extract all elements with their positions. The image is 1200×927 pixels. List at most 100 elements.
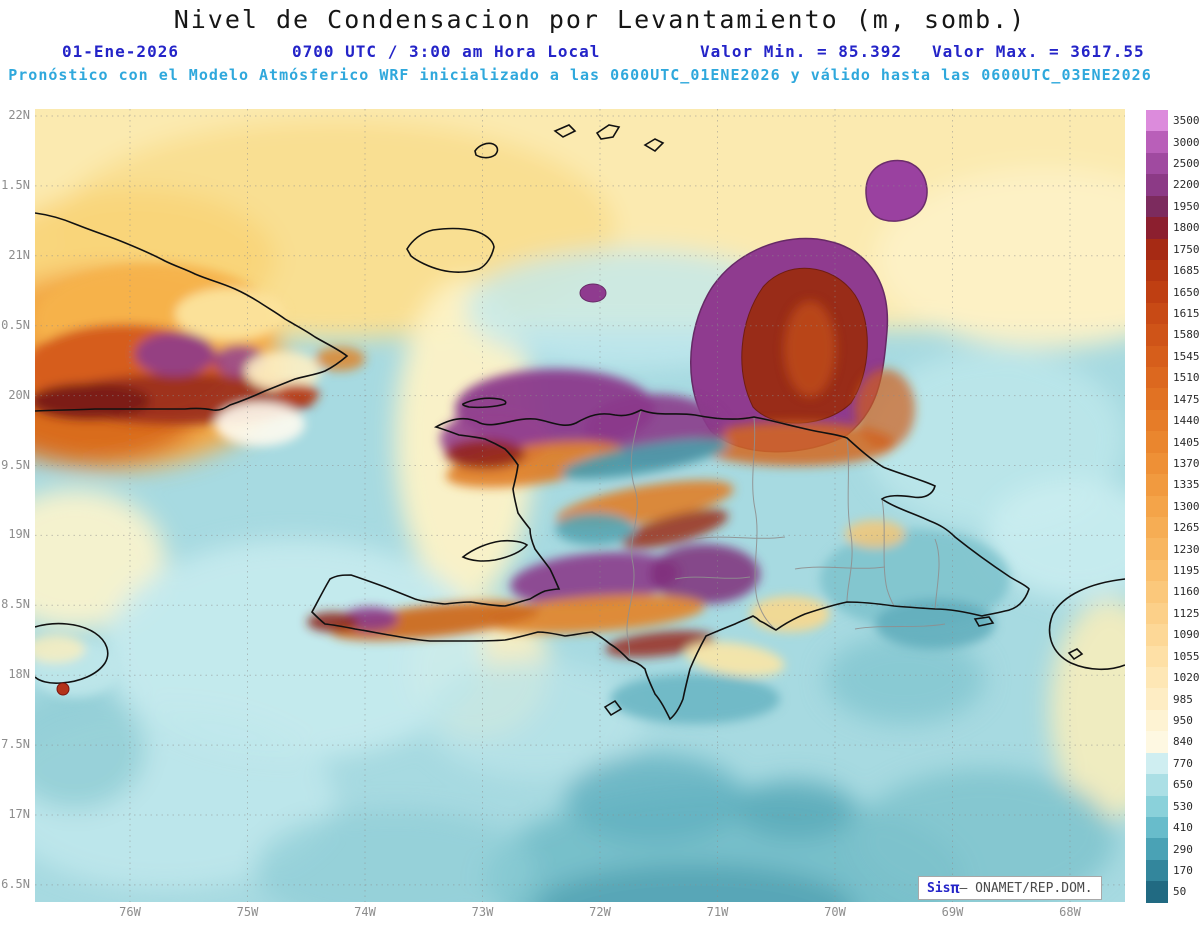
- y-axis-label: 9.5N: [1, 457, 30, 472]
- colorbar-swatch: [1146, 645, 1168, 667]
- purple-spot-small: [579, 283, 607, 303]
- colorbar-row: 1195: [1146, 559, 1200, 582]
- admin-boundaries: [626, 409, 946, 661]
- header-max-value: Valor Max. = 3617.55: [932, 42, 1145, 61]
- purple-blob-top-right: [865, 159, 928, 222]
- colorbar-value-label: 1335: [1173, 478, 1200, 492]
- y-axis-label: 6.5N: [1, 876, 30, 891]
- credit-org-label: – ONAMET/REP.DOM.: [959, 880, 1093, 896]
- colorbar-swatch: [1146, 110, 1168, 132]
- caicos-island-1: [553, 124, 577, 138]
- colorbar-swatch: [1146, 881, 1168, 903]
- colorbar-swatch: [1146, 131, 1168, 153]
- y-axis-label: 0.5N: [1, 317, 30, 332]
- colorbar-value-label: 410: [1173, 821, 1193, 835]
- colorbar-swatch: [1146, 581, 1168, 603]
- colorbar-row: 410: [1146, 816, 1200, 839]
- colorbar-row: 2500: [1146, 152, 1200, 175]
- colorbar-value-label: 1650: [1173, 285, 1200, 299]
- header-forecast-line: Pronóstico con el Modelo Atmósferico WRF…: [8, 66, 1152, 84]
- colorbar-swatch: [1146, 495, 1168, 518]
- caicos-island-2: [595, 124, 621, 140]
- colorbar-swatch: [1146, 602, 1168, 625]
- colorbar-value-label: 50: [1173, 885, 1187, 899]
- credit-sis-label: Sis: [927, 880, 951, 896]
- colorbar-swatch: [1146, 281, 1168, 303]
- colorbar-swatch: [1146, 795, 1168, 817]
- page-title: Nivel de Condensacion por Levantamiento …: [173, 5, 1027, 34]
- y-axis-label: 20N: [8, 387, 30, 402]
- colorbar-swatch: [1146, 752, 1168, 775]
- x-axis-label: 68W: [1059, 905, 1081, 919]
- cuba-coastline: [35, 212, 349, 412]
- y-axis-label: 7.5N: [1, 737, 30, 752]
- colorbar: 3500 3000 2500 2200 1950 1800 1750 1685 1650 1615…: [1146, 110, 1200, 903]
- colorbar-row: 1750: [1146, 238, 1200, 260]
- colorbar-swatch: [1146, 517, 1168, 539]
- colorbar-value-label: 840: [1173, 735, 1193, 749]
- header-min-value: Valor Min. = 85.392: [700, 42, 903, 61]
- colorbar-value-label: 1580: [1173, 328, 1200, 342]
- colorbar-row: 650: [1146, 774, 1200, 796]
- colorbar-value-label: 1750: [1173, 242, 1200, 256]
- colorbar-value-label: 1265: [1173, 521, 1200, 535]
- colorbar-row: 840: [1146, 731, 1200, 753]
- y-axis-label: 21N: [8, 247, 30, 262]
- colorbar-swatch: [1146, 195, 1168, 218]
- colorbar-row: 1265: [1146, 517, 1200, 539]
- y-axis-label: 18N: [8, 667, 30, 682]
- colorbar-row: 985: [1146, 688, 1200, 710]
- colorbar-row: 1615: [1146, 302, 1200, 325]
- y-axis-label: 8.5N: [1, 597, 30, 612]
- x-axis-label: 70W: [824, 905, 846, 919]
- colorbar-swatch: [1146, 152, 1168, 175]
- y-axis-label: 17N: [8, 807, 30, 821]
- colorbar-row: 530: [1146, 795, 1200, 817]
- saona-island: [973, 616, 995, 627]
- colorbar-row: 770: [1146, 752, 1200, 775]
- colorbar-value-label: 1950: [1173, 199, 1200, 213]
- colorbar-value-label: 1615: [1173, 307, 1200, 320]
- colorbar-value-label: 1440: [1173, 414, 1200, 428]
- colorbar-value-label: 1055: [1173, 649, 1200, 663]
- colorbar-swatch: [1146, 774, 1168, 796]
- colorbar-swatch: [1146, 388, 1168, 410]
- colorbar-swatch: [1146, 709, 1168, 732]
- colorbar-row: 1650: [1146, 281, 1200, 303]
- colorbar-row: 1475: [1146, 388, 1200, 410]
- x-axis-label: 75W: [236, 905, 259, 919]
- colorbar-swatch: [1146, 666, 1168, 689]
- colorbar-row: 1125: [1146, 602, 1200, 625]
- colorbar-value-label: 3500: [1173, 114, 1200, 128]
- x-axis-label: 76W: [119, 905, 141, 919]
- colorbar-swatch: [1146, 559, 1168, 582]
- colorbar-swatch: [1146, 238, 1168, 260]
- colorbar-value-label: 1020: [1173, 671, 1200, 685]
- gonave-island: [461, 539, 529, 562]
- colorbar-row: 1440: [1146, 409, 1200, 432]
- colorbar-swatch: [1146, 431, 1168, 453]
- colorbar-row: 1055: [1146, 645, 1200, 667]
- colorbar-swatch: [1146, 624, 1168, 646]
- colorbar-row: 1020: [1146, 666, 1200, 689]
- header-time: 0700 UTC / 3:00 am Hora Local: [292, 42, 601, 61]
- colorbar-swatch: [1146, 345, 1168, 368]
- colorbar-row: 1950: [1146, 195, 1200, 218]
- colorbar-row: 2200: [1146, 174, 1200, 196]
- colorbar-row: 3000: [1146, 131, 1200, 153]
- colorbar-row: 50: [1146, 881, 1200, 903]
- colorbar-swatch: [1146, 538, 1168, 560]
- colorbar-swatch: [1146, 217, 1168, 239]
- colorbar-value-label: 1405: [1173, 435, 1200, 449]
- colorbar-value-label: 290: [1173, 842, 1193, 856]
- colorbar-swatch: [1146, 324, 1168, 346]
- red-spot-jamaica: [56, 682, 70, 696]
- colorbar-swatch: [1146, 409, 1168, 432]
- colorbar-swatch: [1146, 688, 1168, 710]
- colorbar-value-label: 1370: [1173, 456, 1200, 470]
- colorbar-row: 1405: [1146, 431, 1200, 453]
- colorbar-row: 1230: [1146, 538, 1200, 560]
- colorbar-swatch: [1146, 816, 1168, 839]
- colorbar-value-label: 770: [1173, 756, 1193, 770]
- colorbar-row: 1090: [1146, 624, 1200, 646]
